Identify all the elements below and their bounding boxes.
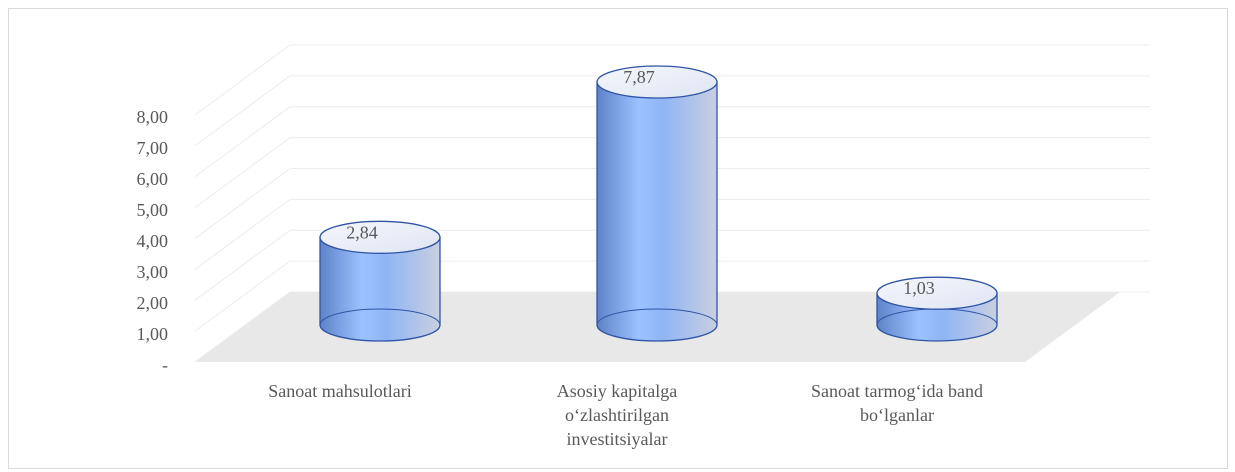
y-tick-label: 2,00 [137,293,169,313]
y-tick-label: - [162,355,168,375]
y-tick-label: 7,00 [137,138,169,158]
y-tick-label: 8,00 [137,107,169,127]
y-tick-label: 6,00 [137,169,169,189]
cylinder-top [319,220,441,254]
grid-line [194,291,291,363]
grid-line [194,137,291,209]
chart-border [8,8,1228,469]
y-tick-label: 3,00 [137,262,169,282]
value-label: 7,87 [623,67,655,87]
grid-line [194,260,291,332]
x-tick-label: Sanoat tarmog‘ida band bo‘lganlar [811,381,983,425]
x-tick-label: Asosiy kapitalga o‘zlashtirilgan investits… [557,381,677,449]
grid-line [194,106,291,178]
y-tick-label: 5,00 [137,200,169,220]
y-tick-label: 4,00 [137,231,169,251]
bar [876,276,998,342]
cylinder-bottom-back [596,308,718,326]
grid-line [194,198,291,270]
value-label: 1,03 [903,278,935,298]
grid-line [194,44,291,116]
x-tick-label: Sanoat mahsulotlari [268,381,411,401]
cylinder-top [876,276,998,310]
y-tick-label: 1,00 [137,324,169,344]
cylinder-bottom-back [319,308,441,326]
grid-line [194,168,291,239]
grid-line [194,75,291,147]
value-label: 2,84 [346,222,378,242]
cylinder-body [319,236,441,342]
bar [596,65,718,342]
cylinder-body [596,81,718,342]
cylinder-top [596,65,718,99]
bar [319,220,441,342]
grid-line [194,229,291,301]
